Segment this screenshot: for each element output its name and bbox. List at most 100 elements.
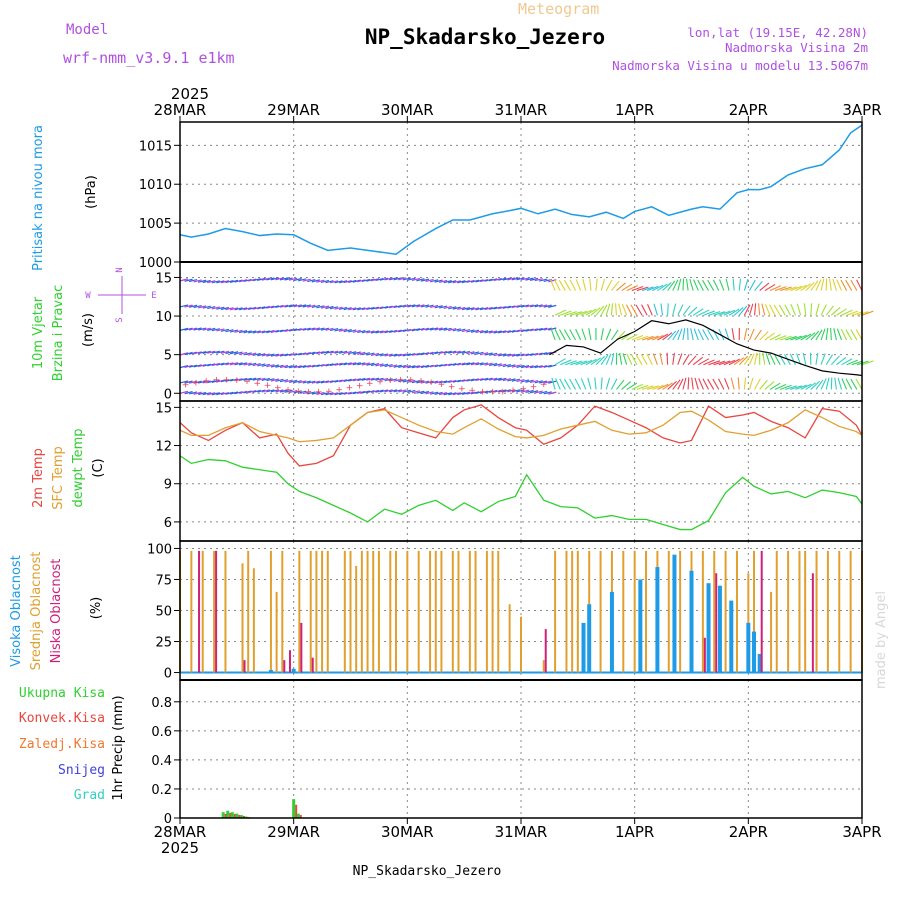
wind-barb: [820, 378, 827, 390]
wind-barb: [724, 328, 730, 341]
wind-barb: [398, 277, 407, 281]
wind-barb: [238, 390, 248, 394]
wind-barb: [489, 306, 498, 310]
wind-barb: [357, 307, 366, 311]
wind-barb: [563, 378, 571, 390]
wind-barb: [207, 380, 216, 384]
pressure-labels: Pritisak na nivou mora (hPa): [31, 125, 99, 271]
wind-barb: [225, 362, 234, 366]
wind-barb: [825, 354, 834, 365]
wind-barb: [439, 392, 448, 396]
wind-barb: [234, 307, 243, 311]
wind-barb: [252, 389, 261, 393]
wind-barb: [733, 307, 744, 316]
wind-barb: [293, 277, 302, 282]
wind-barb: [516, 277, 525, 281]
wind-barb: [425, 351, 434, 355]
wind-barb: [850, 279, 858, 291]
wind-barb: [439, 305, 448, 309]
wind-barb: [616, 282, 626, 291]
wind-speed-marker: +: [335, 385, 343, 395]
wind-barb: [220, 391, 230, 396]
wind-barb: [320, 380, 330, 384]
wind-barb: [407, 389, 416, 394]
wind-barb: [511, 353, 521, 357]
wind-barb: [484, 278, 493, 282]
wind-barb: [575, 360, 588, 366]
wind-speed-marker: +: [530, 382, 538, 392]
wind-speed-marker: +: [315, 388, 323, 398]
wind-barb: [288, 277, 298, 281]
wind-barb: [489, 377, 498, 381]
wind-barb: [420, 327, 430, 331]
wind-barb: [238, 351, 248, 356]
wind-barb: [475, 377, 484, 382]
wind-barb: [769, 382, 781, 390]
precip-bar: [230, 812, 234, 818]
wind-barb: [198, 350, 207, 355]
wind-barb: [216, 392, 225, 396]
temp-tick-label: 15: [155, 401, 172, 416]
date-label-bottom: 28MAR: [154, 823, 207, 841]
wind-barb: [484, 390, 493, 394]
wind-barb: [257, 277, 266, 281]
wind-barb: [759, 379, 768, 390]
wind-barb: [600, 278, 606, 291]
wind-barb: [257, 306, 266, 310]
wind-barb: [457, 328, 466, 332]
temp-label-2: SFC Temp: [51, 446, 66, 510]
wind-barb: [672, 329, 680, 341]
visoka-bar: [609, 591, 614, 673]
precip-bar: [226, 810, 230, 818]
wind-barb: [393, 364, 402, 368]
wind-barb: [416, 327, 425, 332]
wind-barb: [407, 277, 416, 281]
wind-barb: [784, 304, 791, 316]
wind-barb: [420, 380, 430, 384]
wind-barb: [211, 362, 220, 367]
wind-speed-marker: +: [274, 383, 282, 393]
wind-barb: [211, 350, 220, 354]
cloud-unit: (%): [89, 597, 104, 620]
wind-barb: [443, 350, 452, 354]
precip-label-2: Konvek.Kisa: [19, 711, 105, 726]
wind-speed-marker: +: [346, 384, 354, 394]
wind-barb: [580, 359, 593, 366]
wind-barb: [484, 306, 493, 311]
wind-barb: [529, 304, 539, 308]
wind-barb: [420, 278, 430, 282]
wind-barb: [856, 279, 863, 291]
temp-label-1: 2m Temp: [31, 448, 46, 508]
wind-barb: [534, 365, 543, 369]
wind-barb: [379, 389, 389, 393]
wind-barb: [502, 363, 511, 368]
wind-barb: [311, 380, 320, 384]
pressure-label: Pritisak na nivou mora: [31, 125, 46, 271]
wind-barb: [452, 350, 461, 354]
compass-s: S: [115, 317, 125, 322]
wind-barb: [689, 278, 694, 291]
pressure-frame: [179, 121, 863, 263]
wind-barb: [293, 380, 302, 384]
wind-barb: [229, 362, 239, 366]
wind-barb: [279, 304, 289, 308]
wind-barb: [311, 391, 320, 395]
wind-barb: [452, 379, 461, 383]
wind-barb: [461, 328, 471, 333]
wind-barb: [718, 360, 731, 366]
wind-barb: [525, 389, 534, 394]
wind-barb: [850, 329, 858, 341]
temp-label-3: dewpt Temp: [71, 428, 86, 507]
wind-barb: [641, 304, 648, 316]
wind-barb: [511, 378, 521, 382]
wind-barb: [548, 327, 557, 331]
wind-barb: [448, 379, 457, 384]
wind-tick-label: 15: [155, 271, 172, 286]
wind-barb: [375, 330, 384, 334]
wind-barb: [452, 362, 461, 366]
wind-barb: [343, 280, 352, 284]
wind-barb: [585, 308, 597, 316]
wind-barb: [737, 377, 740, 390]
wind-barb: [457, 379, 466, 383]
wind-barb: [448, 350, 457, 354]
